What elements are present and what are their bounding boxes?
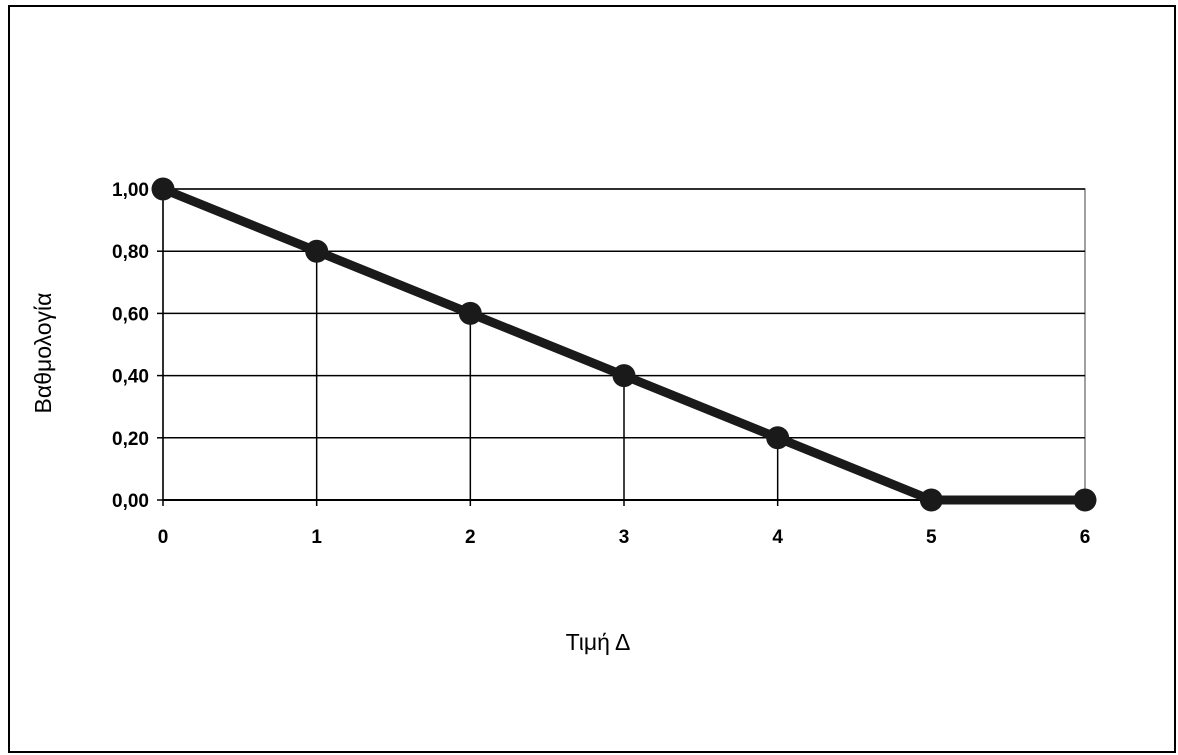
x-tick-label: 4: [772, 527, 783, 548]
y-axis-title: Βαθμολογία: [30, 293, 56, 414]
data-point-6: [1073, 488, 1097, 512]
y-axis-tick-labels: 0,00 0,20 0,40 0,60 0,80 1,00: [112, 180, 149, 512]
x-tick-label: 5: [926, 527, 937, 548]
chart-frame: [8, 5, 1176, 753]
drop-lines: [162, 189, 779, 500]
data-point-4: [766, 426, 790, 450]
y-tick-label: 0,80: [112, 242, 149, 263]
x-axis-title: Τιμή Δ: [566, 629, 631, 655]
data-point-5: [919, 488, 943, 512]
y-tick-label: 1,00: [112, 180, 149, 201]
data-series: [151, 177, 1097, 512]
y-tick-label: 0,40: [112, 367, 149, 388]
x-tick-label: 0: [158, 527, 169, 548]
y-tick-label: 0,00: [112, 491, 149, 512]
x-tick-label: 3: [619, 527, 630, 548]
data-point-2: [458, 301, 482, 325]
data-point-0: [151, 177, 175, 201]
x-tick-label: 1: [311, 527, 322, 548]
y-tick-label: 0,60: [112, 304, 149, 325]
data-point-1: [305, 239, 329, 263]
x-tick-label: 2: [465, 527, 476, 548]
x-tick-label: 6: [1080, 527, 1091, 548]
y-tick-label: 0,20: [112, 429, 149, 450]
gridlines: [157, 188, 1086, 506]
x-axis-tick-labels: 0 1 2 3 4 5 6: [158, 527, 1091, 548]
data-point-3: [612, 364, 636, 388]
